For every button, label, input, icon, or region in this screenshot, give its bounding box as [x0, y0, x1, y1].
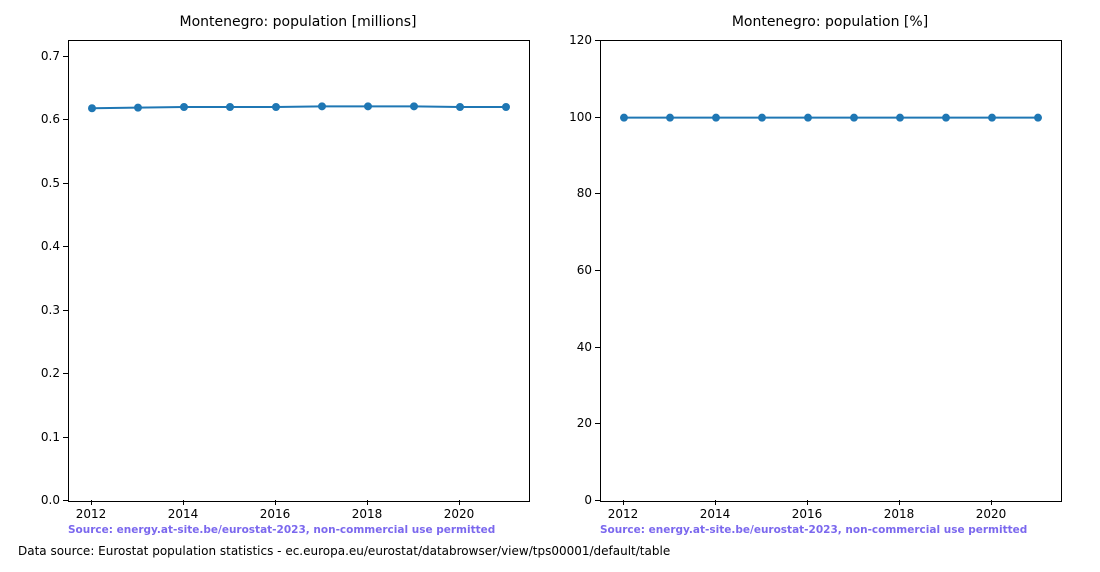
- footer-data-source: Data source: Eurostat population statist…: [18, 544, 670, 558]
- chart-panel-right: Montenegro: population [%] Source: energ…: [0, 0, 1100, 572]
- y-tick-mark: [595, 117, 600, 118]
- chart-title-right: Montenegro: population [%]: [600, 14, 1060, 30]
- x-tick-label: 2018: [884, 507, 915, 521]
- y-tick-label: 120: [558, 33, 592, 47]
- y-tick-label: 20: [558, 416, 592, 430]
- data-marker: [713, 114, 720, 121]
- y-tick-label: 60: [558, 263, 592, 277]
- y-tick-label: 0: [558, 493, 592, 507]
- line-series-right: [601, 41, 1061, 501]
- x-tick-mark: [991, 500, 992, 505]
- x-tick-label: 2014: [700, 507, 731, 521]
- data-marker: [851, 114, 858, 121]
- y-tick-mark: [595, 40, 600, 41]
- x-tick-label: 2012: [608, 507, 639, 521]
- data-marker: [1035, 114, 1042, 121]
- data-marker: [897, 114, 904, 121]
- data-marker: [621, 114, 628, 121]
- x-tick-label: 2016: [792, 507, 823, 521]
- x-tick-mark: [807, 500, 808, 505]
- y-tick-mark: [595, 500, 600, 501]
- data-marker: [667, 114, 674, 121]
- figure: { "layout": { "figure_width": 1100, "fig…: [0, 0, 1100, 572]
- y-tick-label: 100: [558, 110, 592, 124]
- plot-area-right: [600, 40, 1062, 502]
- data-marker: [759, 114, 766, 121]
- y-tick-label: 80: [558, 186, 592, 200]
- data-marker: [805, 114, 812, 121]
- x-tick-mark: [715, 500, 716, 505]
- y-tick-label: 40: [558, 340, 592, 354]
- y-tick-mark: [595, 347, 600, 348]
- data-marker: [943, 114, 950, 121]
- data-marker: [989, 114, 996, 121]
- y-tick-mark: [595, 423, 600, 424]
- x-tick-mark: [623, 500, 624, 505]
- x-tick-mark: [899, 500, 900, 505]
- y-tick-mark: [595, 270, 600, 271]
- source-text-right: Source: energy.at-site.be/eurostat-2023,…: [600, 524, 1027, 536]
- y-tick-mark: [595, 193, 600, 194]
- x-tick-label: 2020: [976, 507, 1007, 521]
